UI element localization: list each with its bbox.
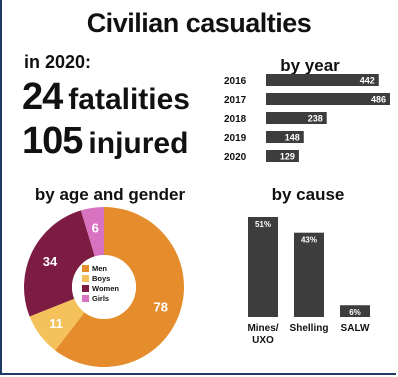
donut-value-label: 78 xyxy=(154,299,168,314)
legend-label: Men xyxy=(92,264,107,273)
legend-swatch xyxy=(82,295,89,302)
year-value-label: 129 xyxy=(280,152,295,162)
legend-swatch xyxy=(82,265,89,272)
year-tick-label: 2018 xyxy=(224,114,247,125)
legend-label: Women xyxy=(92,284,119,293)
year-bar xyxy=(266,150,299,162)
year-bar xyxy=(266,74,379,86)
page-title: Civilian casualties xyxy=(86,8,312,38)
fatalities-value: 24 xyxy=(22,76,63,118)
by-cause-title: by cause xyxy=(271,185,345,204)
year-tick-label: 2019 xyxy=(224,133,247,144)
donut-value-label: 11 xyxy=(49,316,63,331)
injured-label: injured xyxy=(88,127,189,160)
donut-slice xyxy=(55,207,184,367)
legend-label: Boys xyxy=(92,274,110,283)
year-tick-label: 2020 xyxy=(224,152,247,163)
legend-swatch xyxy=(82,275,89,282)
year-value-label: 238 xyxy=(308,114,323,124)
donut-slice xyxy=(29,298,85,351)
by-year-title: by year xyxy=(280,56,340,75)
cause-value-label: 43% xyxy=(301,236,317,245)
cause-tick-label: Shelling xyxy=(290,323,329,334)
fatalities-label: fatalities xyxy=(68,83,190,116)
injured-line: 105 injured xyxy=(22,120,188,163)
donut-value-label: 34 xyxy=(43,254,58,269)
legend-swatch xyxy=(82,285,89,292)
by-age-gender-title: by age and gender xyxy=(34,185,186,204)
cause-tick-label: SALW xyxy=(341,323,370,334)
year-bar xyxy=(266,131,304,143)
donut-value-label: 6 xyxy=(92,221,99,236)
year-bar xyxy=(266,93,390,105)
cause-bar xyxy=(294,232,324,317)
year-value-label: 442 xyxy=(360,76,375,86)
cause-value-label: 6% xyxy=(349,308,361,317)
cause-bar xyxy=(340,305,370,317)
year-value-label: 148 xyxy=(285,133,300,143)
year-value-label: 486 xyxy=(371,95,386,105)
fatalities-line: 24 fatalities xyxy=(22,76,190,119)
year-tick-label: 2016 xyxy=(224,76,247,87)
year-bar xyxy=(266,112,327,124)
cause-tick-label: Mines/UXO xyxy=(247,323,278,346)
summary-year-label: in 2020: xyxy=(24,52,92,72)
injured-value: 105 xyxy=(22,120,83,162)
cause-bar-chart: 51% Mines/UXO 43% Shelling 6% SALW xyxy=(247,217,370,346)
legend-label: Girls xyxy=(92,294,109,303)
cause-value-label: 51% xyxy=(255,220,271,229)
year-tick-label: 2017 xyxy=(224,95,247,106)
donut-slice xyxy=(24,210,95,317)
donut-slice xyxy=(80,207,104,257)
cause-bar xyxy=(248,217,278,317)
year-bar-chart: 2016 442 2017 486 2018 238 2019 148 2020 129 xyxy=(224,74,390,163)
